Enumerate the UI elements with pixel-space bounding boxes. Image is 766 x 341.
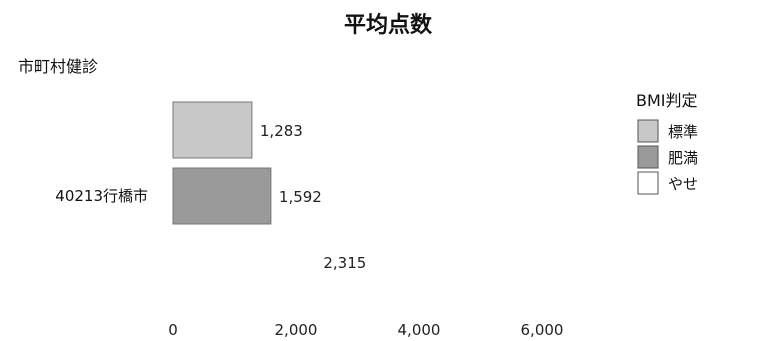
- data-label: 1,283: [260, 122, 303, 140]
- category-label: 40213行橋市: [55, 187, 148, 205]
- legend-label: やせ: [668, 175, 698, 193]
- group-header: 市町村健診: [18, 57, 98, 76]
- bar-group: [172, 101, 316, 290]
- bar-1: [172, 101, 253, 159]
- x-tick-label: 6,000: [521, 321, 564, 339]
- legend-label: 標準: [668, 123, 698, 141]
- legend-title: BMI判定: [636, 91, 698, 110]
- x-tick-label: 2,000: [275, 321, 318, 339]
- bar-3: [173, 234, 316, 290]
- legend-swatch: [637, 145, 659, 169]
- value-labels: 1,283 1,592 2,315: [260, 122, 366, 272]
- bar-2: [172, 167, 272, 225]
- category-labels: 40213行橋市: [55, 187, 148, 205]
- data-label: 1,592: [279, 188, 322, 206]
- legend-swatch: [637, 171, 659, 195]
- x-tick-label: 0: [168, 321, 178, 339]
- chart-title: 平均点数: [344, 12, 433, 38]
- x-tick-label: 4,000: [398, 321, 441, 339]
- data-label: 2,315: [323, 254, 366, 272]
- legend-label: 肥満: [668, 149, 698, 167]
- x-axis-ticks: 0 2,000 4,000 6,000: [168, 321, 563, 339]
- legend-swatch: [637, 119, 659, 143]
